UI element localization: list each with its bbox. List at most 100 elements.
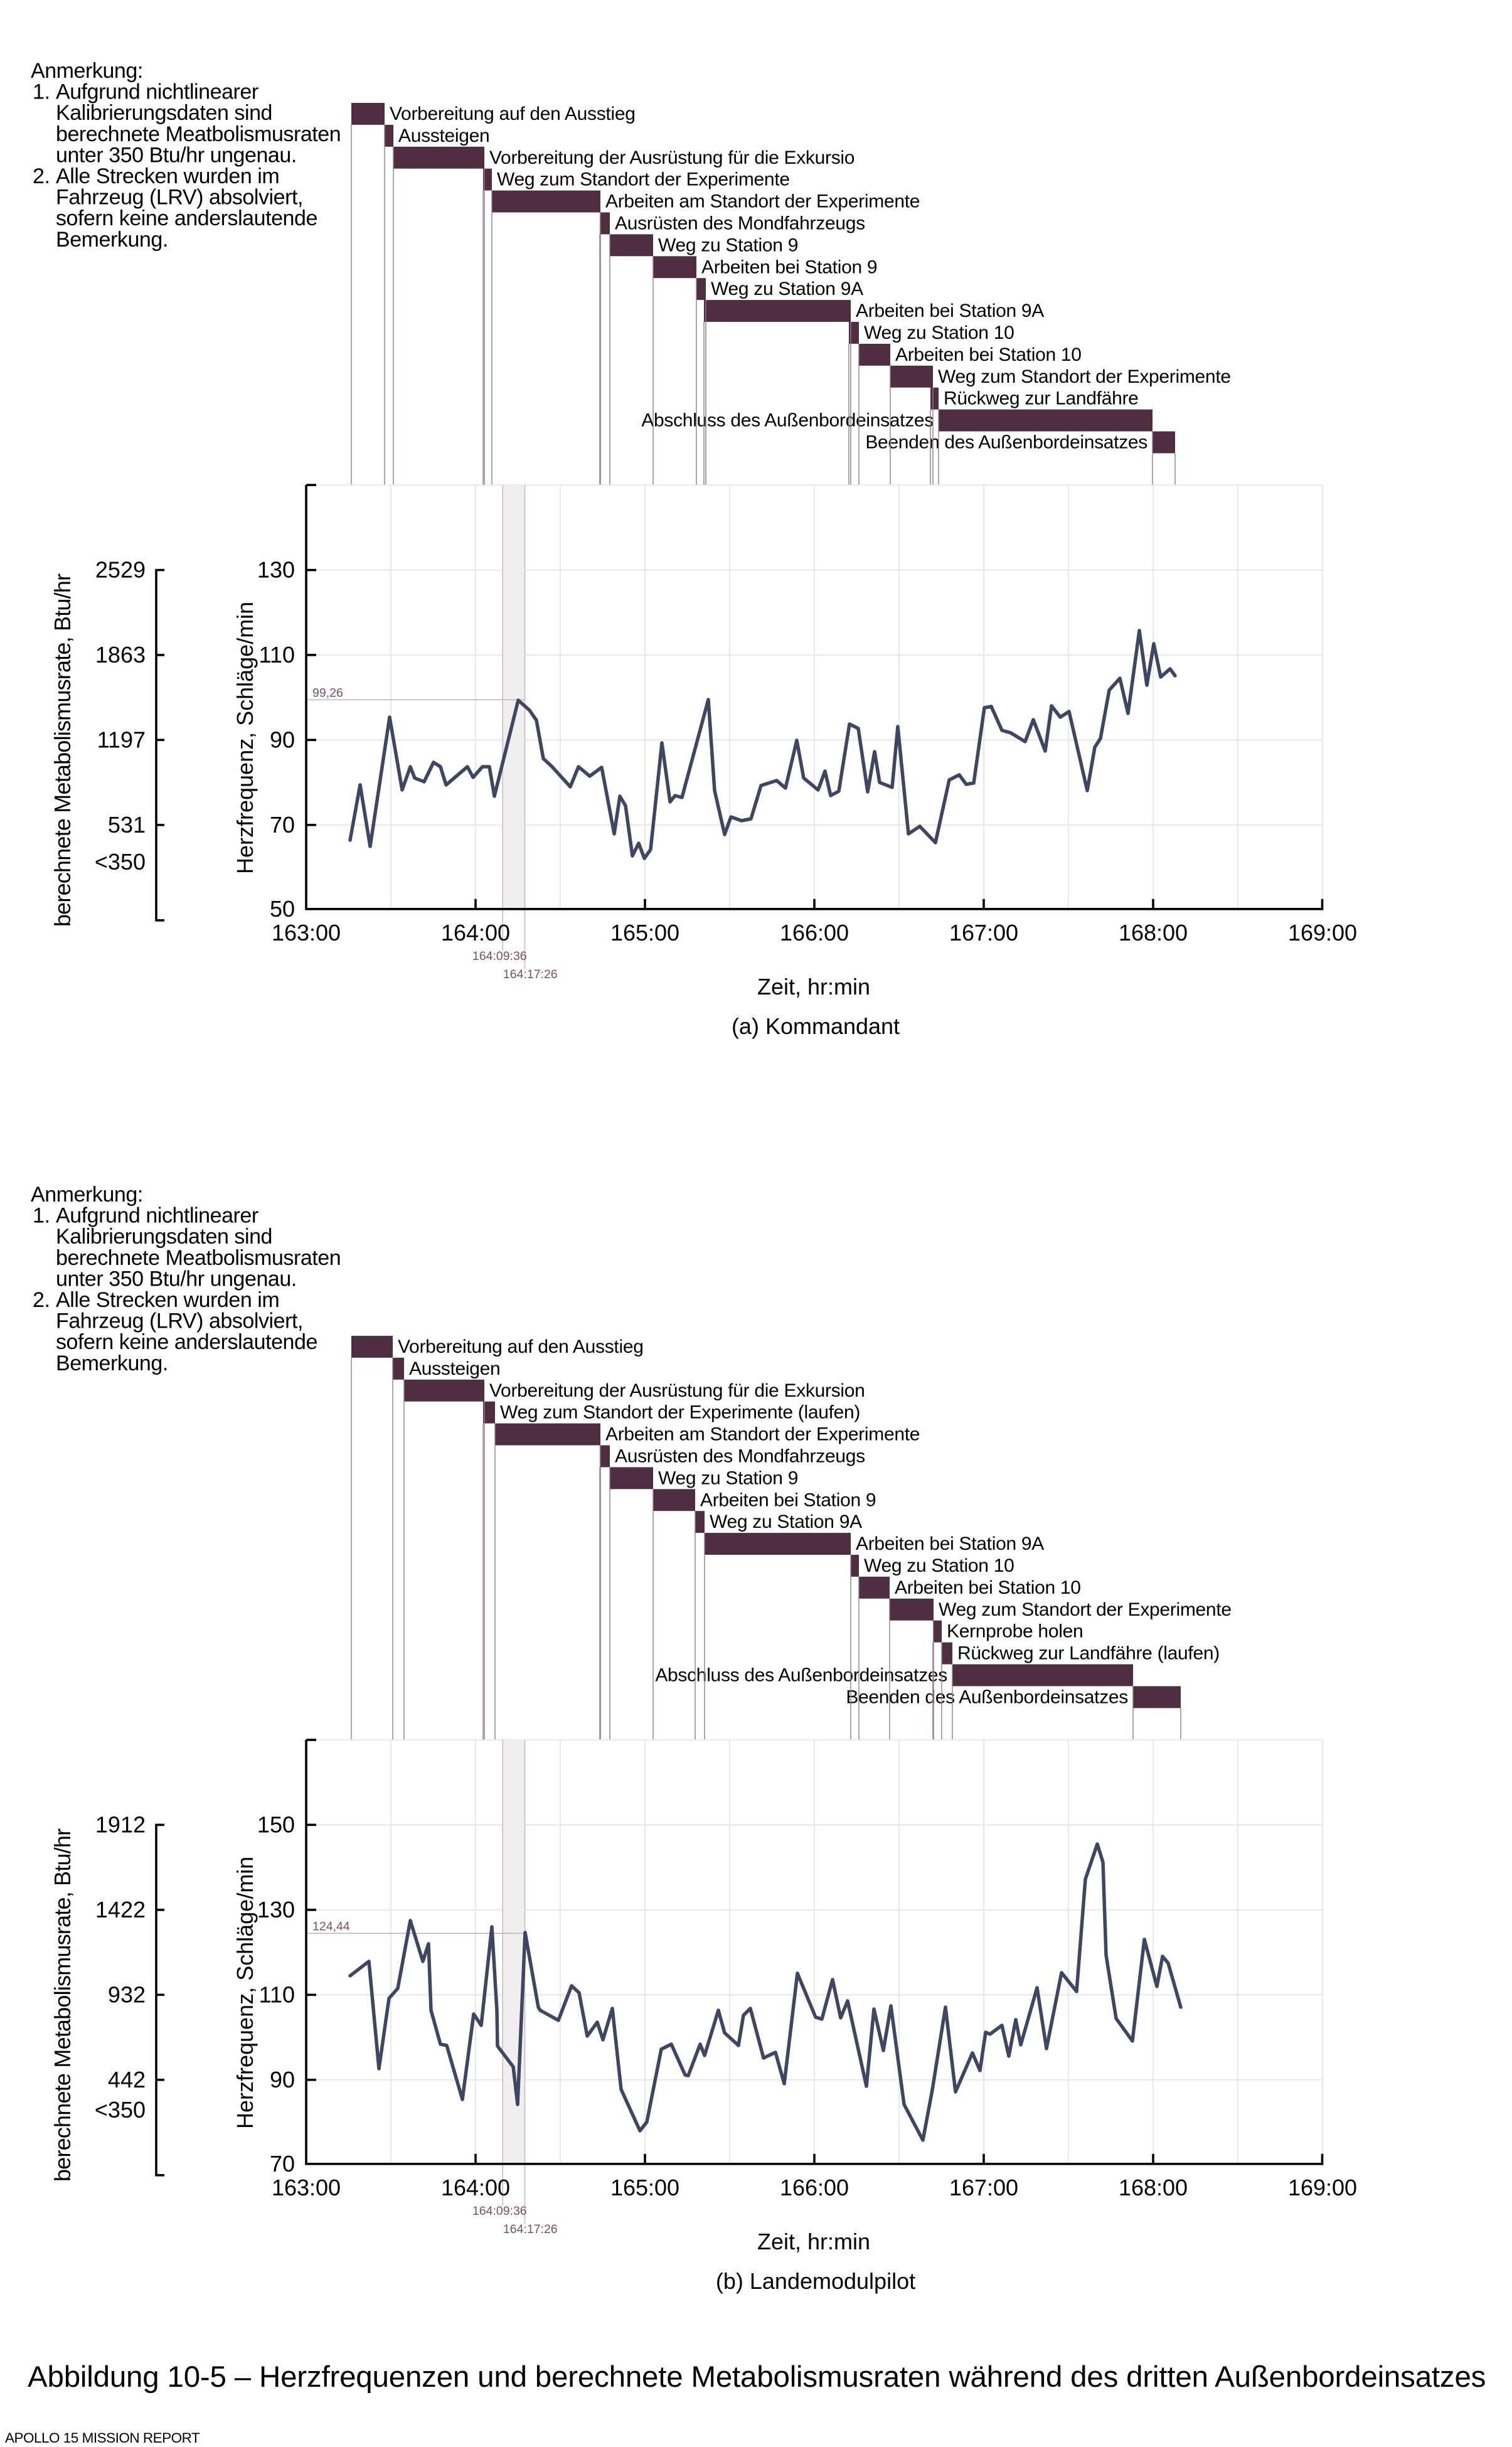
svg-text:Arbeiten am Standort der Exper: Arbeiten am Standort der Experimente [605,1424,920,1445]
svg-text:Aussteigen: Aussteigen [409,1358,500,1379]
svg-text:Alle Strecken wurden im: Alle Strecken wurden im [56,164,279,188]
svg-text:164:17:26: 164:17:26 [503,2222,558,2236]
svg-text:Vorbereitung der Ausrüstung fü: Vorbereitung der Ausrüstung für die Exku… [489,1380,865,1401]
svg-text:Arbeiten bei Station 10: Arbeiten bei Station 10 [895,344,1082,365]
svg-text:90: 90 [270,2067,295,2092]
svg-text:1422: 1422 [95,1897,146,1922]
svg-text:167:00: 167:00 [949,920,1018,946]
svg-text:Weg zum Standort der Experimen: Weg zum Standort der Experimente [939,1599,1232,1620]
svg-text:164:00: 164:00 [441,920,510,946]
svg-text:169:00: 169:00 [1288,920,1357,946]
svg-text:Arbeiten bei Station 9: Arbeiten bei Station 9 [700,1490,876,1510]
svg-text:<350: <350 [95,849,146,875]
svg-text:164:09:36: 164:09:36 [472,949,527,963]
svg-text:Arbeiten am Standort der Exper: Arbeiten am Standort der Experimente [605,191,920,212]
svg-text:Ausrüsten des Mondfahrzeugs: Ausrüsten des Mondfahrzeugs [615,1446,865,1467]
svg-text:Weg zu Station 9: Weg zu Station 9 [658,1468,798,1488]
svg-text:70: 70 [270,812,295,838]
svg-text:Vorbereitung auf den Ausstieg: Vorbereitung auf den Ausstieg [390,104,636,124]
svg-text:1197: 1197 [97,727,146,752]
svg-text:Weg zu Station 10: Weg zu Station 10 [864,323,1014,343]
svg-text:167:00: 167:00 [949,2175,1018,2200]
svg-text:Anmerkung:: Anmerkung: [31,59,143,83]
svg-text:130: 130 [257,1897,295,1922]
svg-text:sofern keine anderslautende: sofern keine anderslautende [56,1330,317,1354]
svg-text:Weg zu Station 10: Weg zu Station 10 [864,1555,1014,1576]
svg-text:Bemerkung.: Bemerkung. [56,228,168,252]
svg-text:70: 70 [270,2151,295,2177]
svg-text:169:00: 169:00 [1288,2175,1357,2200]
svg-text:Beenden des Außenbordeinsatzes: Beenden des Außenbordeinsatzes [865,432,1147,453]
svg-text:164:00: 164:00 [441,2175,510,2200]
svg-text:2.: 2. [33,1288,50,1312]
svg-text:Beenden des Außenbordeinsatzes: Beenden des Außenbordeinsatzes [846,1687,1128,1707]
svg-text:Weg zu Station 9A: Weg zu Station 9A [711,279,863,299]
svg-text:Arbeiten bei Station 9A: Arbeiten bei Station 9A [856,301,1044,321]
svg-text:Aufgrund nichtlinearer: Aufgrund nichtlinearer [56,1204,258,1228]
svg-text:Bemerkung.: Bemerkung. [56,1351,168,1375]
svg-text:Weg zu Station 9A: Weg zu Station 9A [710,1511,862,1532]
svg-text:Zeit, hr:min: Zeit, hr:min [757,974,870,1000]
svg-text:50: 50 [270,896,295,922]
svg-text:sofern keine anderslautende: sofern keine anderslautende [56,206,317,230]
svg-text:Vorbereitung der Ausrüstung fü: Vorbereitung der Ausrüstung für die Exku… [489,147,854,168]
svg-text:163:00: 163:00 [272,920,341,946]
svg-text:Kalibrierungsdaten sind: Kalibrierungsdaten sind [56,1225,272,1249]
svg-text:165:00: 165:00 [610,2175,679,2200]
svg-text:Herzfrequenz, Schläge/min: Herzfrequenz, Schläge/min [232,602,258,874]
svg-text:Weg zum Standort der Experimen: Weg zum Standort der Experimente [938,366,1231,387]
svg-text:Ausrüsten des Mondfahrzeugs: Ausrüsten des Mondfahrzeugs [615,213,865,234]
svg-text:1.: 1. [33,1204,50,1228]
svg-text:442: 442 [108,2067,146,2092]
svg-text:Arbeiten bei Station 9: Arbeiten bei Station 9 [701,257,877,277]
svg-text:2.: 2. [33,164,50,188]
svg-text:99,26: 99,26 [312,686,343,700]
svg-text:Weg zum Standort der Experimen: Weg zum Standort der Experimente [497,169,790,190]
svg-text:165:00: 165:00 [610,920,679,946]
svg-text:Abschluss des Außenbordeinsatz: Abschluss des Außenbordeinsatzes [655,1665,947,1686]
svg-text:Aufgrund nichtlinearer: Aufgrund nichtlinearer [56,80,258,104]
svg-text:Kalibrierungsdaten sind: Kalibrierungsdaten sind [56,101,272,125]
svg-text:168:00: 168:00 [1119,920,1188,946]
svg-text:Alle Strecken wurden im: Alle Strecken wurden im [56,1288,279,1312]
svg-text:berechnete Meatbolismusraten: berechnete Meatbolismusraten [56,122,341,146]
svg-text:932: 932 [108,1981,146,2007]
svg-text:Arbeiten bei Station 9A: Arbeiten bei Station 9A [856,1533,1044,1554]
svg-text:Zeit, hr:min: Zeit, hr:min [757,2229,870,2254]
svg-text:Weg zu Station 9: Weg zu Station 9 [658,235,798,255]
svg-text:Kernprobe holen: Kernprobe holen [947,1621,1083,1642]
svg-text:Abbildung 10-5 – Herzfrequenze: Abbildung 10-5 – Herzfrequenzen und bere… [28,2360,1486,2394]
svg-text:164:17:26: 164:17:26 [503,968,558,981]
svg-text:531: 531 [108,812,146,838]
svg-text:berechnete Metabolismusrate, B: berechnete Metabolismusrate, Btu/hr [50,1828,75,2182]
svg-text:<350: <350 [95,2097,146,2123]
svg-text:(a) Kommandant: (a) Kommandant [732,1013,900,1039]
svg-text:124,44: 124,44 [312,1919,350,1933]
svg-text:166:00: 166:00 [780,920,849,946]
svg-text:1.: 1. [33,80,50,104]
svg-text:Arbeiten bei Station 10: Arbeiten bei Station 10 [895,1577,1081,1598]
svg-text:unter 350 Btu/hr ungenau.: unter 350 Btu/hr ungenau. [56,143,297,167]
svg-text:berechnete Metabolismusrate, B: berechnete Metabolismusrate, Btu/hr [50,573,75,927]
svg-text:unter 350 Btu/hr ungenau.: unter 350 Btu/hr ungenau. [56,1267,297,1291]
svg-text:Anmerkung:: Anmerkung: [31,1183,143,1207]
svg-text:166:00: 166:00 [780,2175,849,2200]
svg-text:Aussteigen: Aussteigen [398,125,489,146]
svg-text:90: 90 [270,727,295,752]
svg-text:150: 150 [257,1811,295,1837]
svg-text:1863: 1863 [95,642,146,668]
svg-text:Rückweg zur Landfähre (laufen): Rückweg zur Landfähre (laufen) [957,1643,1220,1664]
svg-text:APOLLO 15 MISSION REPORT: APOLLO 15 MISSION REPORT [5,2430,200,2446]
svg-text:163:00: 163:00 [272,2175,341,2200]
svg-text:110: 110 [259,642,295,668]
svg-text:Rückweg zur Landfähre: Rückweg zur Landfähre [944,388,1139,409]
svg-text:1912: 1912 [95,1811,146,1837]
svg-text:Fahrzeug (LRV) absolviert,: Fahrzeug (LRV) absolviert, [56,1309,303,1333]
svg-text:Weg zum Standort der Experimen: Weg zum Standort der Experimente (laufen… [500,1402,860,1423]
svg-text:168:00: 168:00 [1119,2175,1188,2200]
svg-text:berechnete Meatbolismusraten: berechnete Meatbolismusraten [56,1246,341,1270]
svg-text:2529: 2529 [95,557,146,583]
svg-text:164:09:36: 164:09:36 [472,2204,527,2218]
svg-text:130: 130 [257,557,295,583]
svg-text:(b) Landemodulpilot: (b) Landemodulpilot [716,2268,915,2294]
